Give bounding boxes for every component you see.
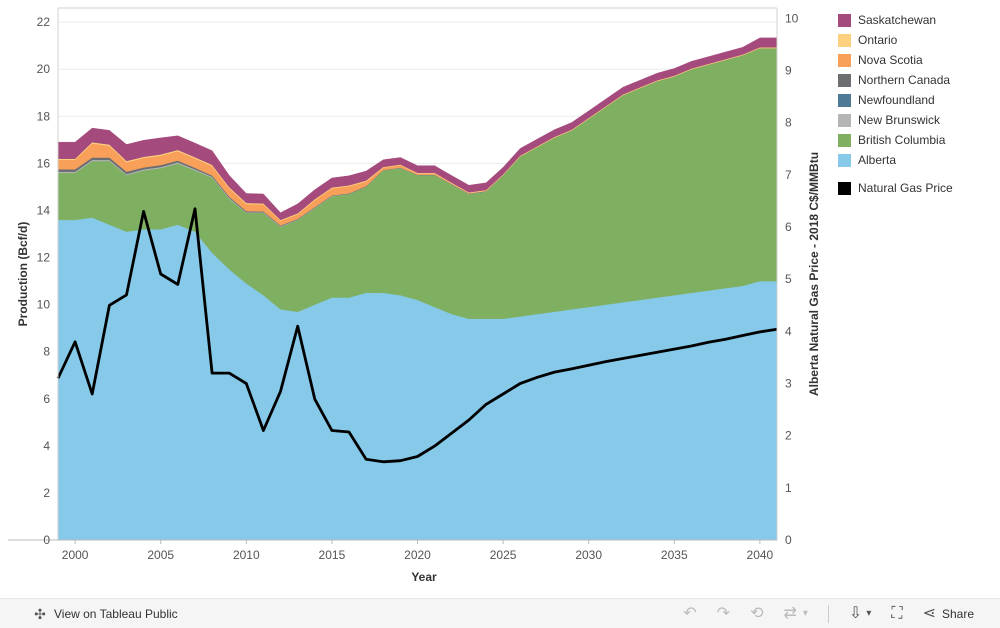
- stacked-areas: [57, 37, 778, 541]
- y-right-tick-label: 7: [785, 168, 792, 182]
- y-left-tick-label: 18: [37, 109, 51, 123]
- y-left-tick-label: 6: [43, 392, 50, 406]
- y-left-tick-label: 0: [43, 533, 50, 547]
- y-right-tick-label: 10: [785, 11, 799, 25]
- x-tick-label: 2030: [575, 548, 602, 562]
- y-axis-left-title: Production (Bcf/d): [16, 222, 30, 327]
- y-left-tick-label: 14: [37, 203, 51, 217]
- legend-item-alberta[interactable]: Alberta: [838, 150, 998, 170]
- x-tick-label: 2035: [661, 548, 688, 562]
- view-on-tableau-public-link[interactable]: ✣ View on Tableau Public: [32, 606, 178, 622]
- legend-item-newfoundland[interactable]: Newfoundland: [838, 90, 998, 110]
- y-right-tick-label: 6: [785, 220, 792, 234]
- y-right-tick-label: 0: [785, 533, 792, 547]
- y-right-tick-label: 5: [785, 272, 792, 286]
- legend-label: Saskatchewan: [858, 13, 937, 27]
- download-icon[interactable]: ⇩: [848, 604, 863, 622]
- x-tick-label: 2005: [147, 548, 174, 562]
- y-right-tick-label: 8: [785, 116, 792, 130]
- toolbar-divider: [827, 604, 829, 623]
- plot-frame: [8, 7, 778, 541]
- y-left-tick-label: 16: [37, 156, 51, 170]
- download-dropdown-icon[interactable]: ▾: [866, 607, 872, 619]
- y-left-tick-label: 2: [43, 486, 50, 500]
- legend-item-ontario[interactable]: Ontario: [838, 30, 998, 50]
- legend-item-new-brunswick[interactable]: New Brunswick: [838, 110, 998, 130]
- legend-label: Newfoundland: [858, 93, 935, 107]
- legend-label: Alberta: [858, 153, 897, 167]
- legend: Saskatchewan Ontario Nova Scotia Norther…: [838, 10, 998, 198]
- refresh-dropdown-icon[interactable]: ▾: [802, 607, 808, 619]
- legend-swatch: [838, 13, 851, 27]
- y-left-tick-label: 22: [37, 15, 51, 29]
- share-icon: ⋖: [922, 604, 936, 622]
- legend-item-saskatchewan[interactable]: Saskatchewan: [838, 10, 998, 30]
- tableau-logo-icon: ✣: [34, 605, 46, 622]
- share-label: Share: [941, 606, 974, 621]
- x-tick-label: 2040: [747, 548, 774, 562]
- y-right-tick-label: 9: [785, 64, 792, 78]
- legend-label: Natural Gas Price: [858, 181, 953, 195]
- legend-label: New Brunswick: [858, 113, 941, 127]
- legend-label: Northern Canada: [858, 73, 951, 87]
- view-on-tableau-label: View on Tableau Public: [54, 606, 178, 621]
- legend-item-natural-gas-price[interactable]: Natural Gas Price: [838, 178, 998, 198]
- revert-icon[interactable]: ⟲: [750, 604, 764, 622]
- toolbar-actions: ↶ ↷ ⟲ ⇄ ▾ ⇩ ▾ ⛶ ⋖ Share: [663, 599, 974, 628]
- legend-label: British Columbia: [858, 133, 946, 147]
- undo-icon[interactable]: ↶: [683, 604, 697, 622]
- share-button[interactable]: ⋖ Share: [922, 604, 974, 622]
- legend-item-british-columbia[interactable]: British Columbia: [838, 130, 998, 150]
- natural-gas-price-line: [56, 207, 778, 464]
- y-axis-right-title: Alberta Natural Gas Price - 2018 C$/MMBt…: [807, 152, 821, 396]
- refresh-icon[interactable]: ⇄: [783, 604, 797, 622]
- y-right-tick-label: 4: [785, 324, 792, 338]
- legend-label: Nova Scotia: [858, 53, 923, 67]
- x-axis-ticks: 2000 2005 2010 2015 2020 2025 2030 2035 2040: [62, 540, 774, 562]
- legend-swatch: [838, 33, 851, 47]
- legend-swatch: [838, 53, 851, 67]
- fullscreen-icon[interactable]: ⛶: [891, 604, 903, 622]
- chart: 2000 2005 2010 2015 2020 2025 2030 2035 2040 024…: [8, 7, 821, 584]
- tableau-toolbar: ✣ View on Tableau Public ↶ ↷ ⟲ ⇄ ▾ ⇩ ▾ ⛶…: [0, 598, 1000, 628]
- legend-swatch: [838, 153, 851, 167]
- x-tick-label: 2025: [490, 548, 517, 562]
- y-left-tick-label: 20: [37, 62, 51, 76]
- legend-swatch: [838, 133, 851, 147]
- y-axis-right-ticks: 0 1 2 3 4 5 6 7 8 9 10: [785, 11, 799, 547]
- y-left-tick-label: 12: [37, 251, 51, 265]
- redo-icon[interactable]: ↷: [716, 604, 731, 622]
- legend-label: Ontario: [858, 33, 898, 47]
- legend-item-northern-canada[interactable]: Northern Canada: [838, 70, 998, 90]
- legend-item-nova-scotia[interactable]: Nova Scotia: [838, 50, 998, 70]
- y-axis-left-ticks: 0 2 4 6 8 10 12 14 16 18 20 22: [37, 15, 51, 547]
- y-right-tick-label: 1: [785, 481, 792, 495]
- x-tick-label: 2020: [404, 548, 431, 562]
- y-right-tick-label: 3: [785, 377, 792, 391]
- y-left-tick-label: 8: [43, 345, 50, 359]
- y-left-tick-label: 10: [37, 298, 51, 312]
- x-tick-label: 2000: [62, 548, 89, 562]
- x-tick-label: 2010: [233, 548, 260, 562]
- legend-swatch: [838, 113, 851, 127]
- y-left-tick-label: 4: [43, 439, 50, 453]
- x-tick-label: 2015: [319, 548, 346, 562]
- legend-swatch: [838, 73, 851, 87]
- legend-swatch: [838, 93, 851, 107]
- legend-swatch: [838, 181, 851, 195]
- y-right-tick-label: 2: [785, 429, 792, 443]
- x-axis-title: Year: [411, 570, 437, 584]
- price-line-layer: [56, 207, 778, 464]
